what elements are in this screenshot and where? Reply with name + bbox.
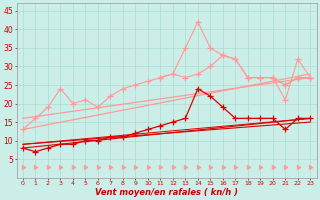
X-axis label: Vent moyen/en rafales ( kn/h ): Vent moyen/en rafales ( kn/h ): [95, 188, 238, 197]
